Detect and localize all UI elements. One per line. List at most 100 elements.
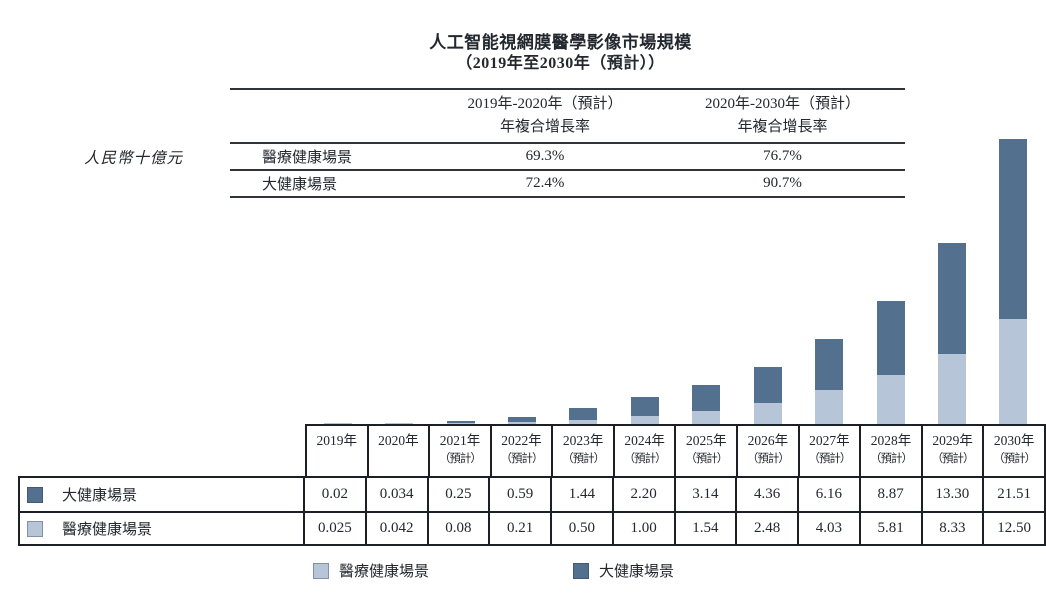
cagr-header-col1-line1: 2019年-2020年（預計） (467, 96, 623, 112)
year-label: 2022年 (501, 433, 542, 448)
cagr-value: 76.7% (763, 148, 802, 164)
bar-column (860, 110, 921, 424)
bar-segment-yiliao (507, 422, 536, 424)
legend-label: 大健康場景 (599, 564, 675, 580)
y-axis-unit-label: 人民幣十億元 (84, 150, 184, 167)
cagr-row-label: 大健康場景 (262, 177, 338, 193)
stacked-bar (815, 338, 844, 424)
bar-segment-dajiankang (692, 384, 721, 412)
year-header-cell: 2019年 (307, 426, 367, 476)
value-cell: 5.81 (858, 513, 921, 544)
data-table-body: 大健康場景 0.02 0.034 0.25 0.59 1.44 2.20 3.14 4.36 6.… (18, 476, 1046, 546)
legend-swatch-light-blue-icon (313, 562, 329, 579)
forecast-note: （預計） (685, 452, 728, 465)
legend-item-dajiankang: 大健康場景 (573, 560, 674, 581)
cagr-header-col1: 2019年-2020年（預計） 年複合增長率 (430, 93, 660, 138)
cagr-value: 72.4% (525, 175, 565, 191)
value-cell: 0.50 (550, 513, 612, 544)
cagr-value: 69.3% (525, 148, 565, 164)
bar-segment-dajiankang (385, 422, 414, 424)
value-cell: 8.33 (920, 513, 983, 544)
value-cell: 0.21 (488, 513, 550, 544)
year-header-cell: 2021年 （預計） (428, 426, 490, 476)
bar-column (553, 110, 614, 424)
bar-segment-dajiankang (937, 242, 966, 355)
bar-segment-yiliao (385, 423, 414, 424)
year-label: 2023年 (562, 433, 604, 448)
bar-segment-dajiankang (815, 338, 844, 391)
stacked-bar (446, 421, 475, 424)
table-row: 醫療健康場景 0.025 0.042 0.08 0.21 0.50 1.00 1.54 2.48… (20, 511, 1044, 544)
value-cell: 4.03 (797, 513, 859, 544)
bar-segment-dajiankang (876, 300, 905, 376)
cagr-row-dajiankang: 大健康場景 72.4% 90.7% (230, 169, 905, 196)
value-cell: 0.25 (426, 478, 489, 511)
value-cell: 13.30 (920, 478, 983, 511)
bar-segment-yiliao (630, 415, 659, 424)
bar-segment-dajiankang (630, 397, 659, 416)
bar-column (983, 110, 1044, 424)
forecast-note: （預計） (869, 452, 913, 465)
year-label: 2030年 (993, 433, 1035, 448)
table-row: 大健康場景 0.02 0.034 0.25 0.59 1.44 2.20 3.14 4.36 6.… (20, 478, 1044, 511)
stacked-bar (385, 422, 414, 424)
value-cell: 1.54 (673, 513, 736, 544)
row-series-swatch-icon (27, 520, 43, 537)
year-label: 2020年 (378, 433, 419, 448)
value-cell: 0.034 (364, 478, 427, 511)
legend-swatch-dark-blue-icon (573, 562, 589, 579)
bar-plot (307, 110, 1044, 424)
year-header-cell: 2025年 （預計） (674, 426, 736, 476)
cagr-value: 90.7% (763, 175, 802, 191)
cagr-table: 2019年-2020年（預計） 年複合增長率 2020年-2030年（預計） 年… (230, 88, 905, 198)
row-label-cell: 醫療健康場景 (20, 513, 305, 544)
bar-column (430, 110, 491, 424)
year-header-row: 2019年 2020年 2021年 （預計） 2022年 （預計） 2023年 （預計） 202… (305, 424, 1046, 478)
cagr-header-col2: 2020年-2030年（預計） 年複合增長率 (660, 93, 905, 138)
stacked-bar (753, 366, 782, 424)
bar-segment-dajiankang (446, 421, 475, 424)
cagr-header-col2-line1: 2020年-2030年（預計） (705, 96, 860, 112)
stacked-bar (323, 422, 352, 424)
stacked-bar (937, 242, 966, 424)
bar-segment-yiliao (569, 419, 598, 424)
forecast-note: （預計） (623, 452, 667, 465)
row-label-cell: 大健康場景 (20, 478, 305, 511)
value-cell: 1.00 (611, 513, 674, 544)
year-header-cell: 2028年 （預計） (859, 426, 921, 476)
chart-title-line2: （2019年至2030年（預計）） (456, 54, 665, 72)
value-cell: 0.025 (318, 520, 352, 536)
bar-segment-yiliao (446, 423, 475, 424)
forecast-note: （預計） (562, 452, 605, 465)
value-cell: 8.87 (858, 478, 921, 511)
bar-segment-yiliao (323, 423, 352, 424)
value-cell: 0.59 (488, 478, 550, 511)
bar-segment-dajiankang (753, 366, 782, 404)
value-cell: 4.36 (735, 478, 797, 511)
bar-segment-yiliao (876, 375, 905, 424)
year-header-cell: 2022年 （預計） (489, 426, 552, 476)
cagr-header-col1-line2: 年複合增長率 (499, 118, 590, 135)
value-cell: 0.02 (321, 486, 348, 502)
bar-segment-yiliao (999, 319, 1028, 424)
bar-segment-dajiankang (569, 407, 598, 420)
stacked-bar (630, 397, 659, 424)
forecast-note: （預計） (931, 452, 975, 465)
value-cell: 12.50 (982, 513, 1044, 544)
year-label: 2028年 (870, 433, 912, 448)
bar-segment-yiliao (692, 411, 721, 424)
forecast-note: （預計） (993, 452, 1036, 465)
cagr-row-label: 醫療健康場景 (262, 150, 353, 166)
value-cell: 0.042 (364, 513, 427, 544)
row-label: 醫療健康場景 (62, 522, 153, 538)
value-cell: 0.08 (426, 513, 489, 544)
bar-segment-dajiankang (323, 422, 352, 424)
year-label: 2021年 (439, 433, 481, 448)
bar-column (307, 110, 368, 424)
cagr-header-col2-line2: 年複合增長率 (737, 118, 828, 135)
year-header-cell: 2026年 （預計） (736, 426, 798, 476)
bar-segment-yiliao (937, 354, 966, 424)
bar-segment-yiliao (815, 390, 844, 424)
forecast-note: （預計） (438, 452, 482, 465)
row-label: 大健康場景 (62, 488, 138, 504)
